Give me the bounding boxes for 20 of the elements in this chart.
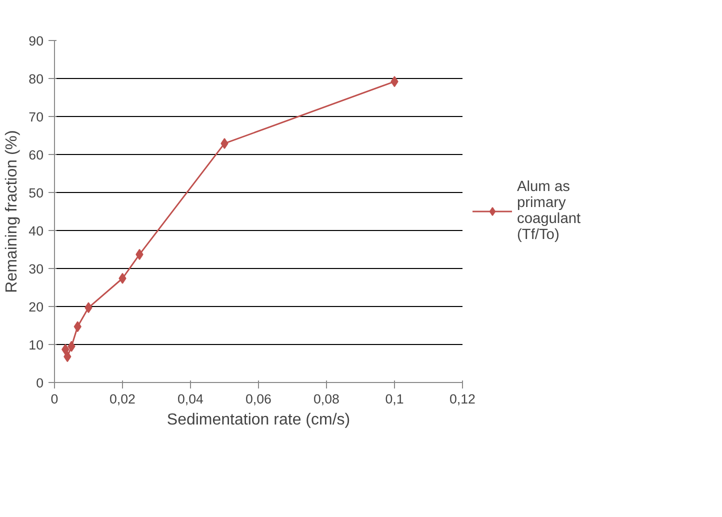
x-tick-label: 0,1	[385, 392, 404, 406]
y-tick-label: 70	[28, 110, 44, 124]
y-tick-label: 10	[28, 338, 44, 352]
y-tick-label: 90	[28, 34, 44, 48]
y-tick-label: 20	[28, 300, 44, 314]
x-tick-label: 0	[50, 392, 58, 406]
legend-label: Alum as primary coagulant (Tf/To)	[517, 179, 581, 243]
y-tick-label: 40	[28, 224, 44, 238]
y-tick-label: 80	[28, 72, 44, 86]
x-tick-label: 0,06	[246, 392, 272, 406]
y-tick-label: 50	[28, 186, 44, 200]
y-tick-label: 0	[36, 376, 44, 390]
y-tick-label: 60	[28, 148, 44, 162]
x-tick-label: 0,02	[110, 392, 136, 406]
x-axis-title: Sedimentation rate (cm/s)	[166, 412, 350, 428]
x-tick-label: 0,04	[178, 392, 204, 406]
x-tick-label: 0,12	[450, 392, 476, 406]
y-tick-label: 30	[28, 262, 44, 276]
x-tick-label: 0,08	[314, 392, 340, 406]
y-axis-title: Remaining fraction (%)	[4, 130, 21, 293]
